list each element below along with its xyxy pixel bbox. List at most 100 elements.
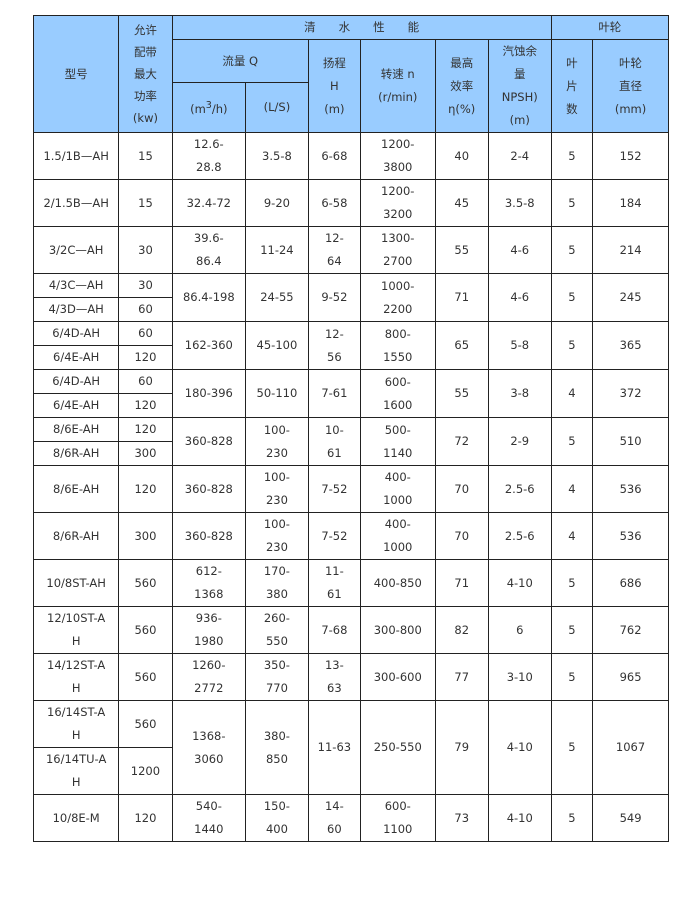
diameter-cell: 372 xyxy=(592,369,669,418)
flow-ls-cell: 150- 400 xyxy=(245,794,309,842)
value-part: 1000 xyxy=(383,493,413,507)
header-flow-ls: (L/S) xyxy=(245,82,309,133)
efficiency-cell: 70 xyxy=(434,465,489,513)
flow-m3h-cell: 360-828 xyxy=(171,417,247,466)
header-blades: 叶片数 xyxy=(550,39,594,133)
npsh-cell: 5-8 xyxy=(487,321,552,370)
value-part: 13- xyxy=(324,658,344,672)
model-cell: 3/2C—AH xyxy=(32,226,120,274)
speed-cell: 1200- 3200 xyxy=(359,179,436,227)
model-cell: 6/4D-AH xyxy=(32,321,120,346)
header-clean-water: 清 水 性 能 xyxy=(171,15,552,40)
flow-ls-cell: 45-100 xyxy=(245,321,309,370)
speed-cell: 400- 1000 xyxy=(359,512,436,560)
model-cell: 1.5/1B—AH xyxy=(32,132,120,180)
table-row: 6/4E-AH 120 xyxy=(32,393,669,418)
head-cell: 14- 60 xyxy=(307,794,361,842)
power-cell: 560 xyxy=(118,559,173,607)
table-row: 6/4D-AH 60 180-396 50-110 7-61 600- 1600 55 3-8 4… xyxy=(32,369,669,418)
blades-cell: 5 xyxy=(550,700,594,795)
value-part: 770 xyxy=(265,681,288,695)
value-part: 1140 xyxy=(383,445,413,460)
value-part: 14- xyxy=(324,799,344,813)
header-diameter: 叶轮 直径 (mm) xyxy=(592,39,669,133)
value-part: 1600 xyxy=(383,397,413,412)
table-row: 6/4E-AH 120 xyxy=(32,345,669,370)
power-cell: 60 xyxy=(118,321,173,346)
npsh-cell: 2-4 xyxy=(487,132,552,180)
value-part: 2700 xyxy=(383,254,413,268)
power-cell: 30 xyxy=(118,226,173,274)
value-part: 1550 xyxy=(383,349,413,364)
power-cell: 15 xyxy=(118,179,173,227)
npsh-cell: 4-6 xyxy=(487,273,552,322)
model-cell: 4/3D—AH xyxy=(32,297,120,322)
flow-ls-cell: 350- 770 xyxy=(245,653,309,701)
blades-cell: 5 xyxy=(550,273,594,322)
value-part: 1980 xyxy=(194,634,224,648)
efficiency-cell: 65 xyxy=(434,321,489,370)
model-cell: 8/6R-AH xyxy=(32,441,120,466)
value-part: 380- xyxy=(263,728,290,743)
speed-cell: 300-600 xyxy=(359,653,436,701)
value-part: 2200 xyxy=(383,301,413,316)
power-cell: 560 xyxy=(118,606,173,654)
table-row: 16/14TU-AH 1200 xyxy=(32,747,669,795)
value-part: 63 xyxy=(327,681,342,695)
value-part: 380 xyxy=(265,587,288,601)
diameter-cell: 536 xyxy=(592,465,669,513)
value-part: 260- xyxy=(263,611,290,625)
model-cell: 16/14TU-AH xyxy=(32,747,120,795)
efficiency-cell: 71 xyxy=(434,559,489,607)
value-part: 800- xyxy=(384,326,411,341)
value-part: 1000 xyxy=(383,540,413,554)
value-part: 170- xyxy=(263,564,290,578)
power-cell: 120 xyxy=(118,417,173,442)
head-cell: 13- 63 xyxy=(307,653,361,701)
diameter-cell: 245 xyxy=(592,273,669,322)
value-part: 64 xyxy=(327,254,342,268)
blades-cell: 5 xyxy=(550,606,594,654)
model-cell: 10/8E-M xyxy=(32,794,120,842)
value-part: 936- xyxy=(195,611,222,625)
power-cell: 120 xyxy=(118,393,173,418)
power-cell: 560 xyxy=(118,700,173,748)
value-part: 1100 xyxy=(383,822,413,836)
table-row: 3/2C—AH 30 39.6- 86.4 11-24 12- 64 1300- 2700 55 4… xyxy=(32,226,669,274)
value-part: 400- xyxy=(384,517,411,531)
efficiency-cell: 40 xyxy=(434,132,489,180)
value-part: 550 xyxy=(265,634,288,648)
value-part: 850 xyxy=(265,751,288,766)
speed-cell: 1200- 3800 xyxy=(359,132,436,180)
value-part: 12- xyxy=(324,326,344,341)
head-cell: 7-52 xyxy=(307,512,361,560)
table-row: 8/6E-AH 120 360-828 100- 230 10- 61 500- 1140 72 2… xyxy=(32,417,669,466)
value-part: 39.6- xyxy=(193,231,224,245)
npsh-cell: 4-6 xyxy=(487,226,552,274)
table-row: 10/8ST-AH 560 612- 1368 170- 380 11- 61 400-850 7… xyxy=(32,559,669,607)
value-part: 28.8 xyxy=(196,160,222,174)
value-part: 150- xyxy=(263,799,290,813)
flow-m3h-cell: 86.4-198 xyxy=(171,273,247,322)
blades-cell: 5 xyxy=(550,226,594,274)
flow-ls-cell: 11-24 xyxy=(245,226,309,274)
header-flow: 流量 Q xyxy=(171,39,309,83)
head-cell: 12- 56 xyxy=(307,321,361,370)
flow-m3h-cell: 540- 1440 xyxy=(171,794,247,842)
blades-cell: 5 xyxy=(550,794,594,842)
header-npsh: 汽蚀余量 NPSH) (m) xyxy=(487,39,552,133)
diameter-cell: 965 xyxy=(592,653,669,701)
speed-cell: 400-850 xyxy=(359,559,436,607)
value-part: 56 xyxy=(327,349,342,364)
speed-cell: 600- 1600 xyxy=(359,369,436,418)
npsh-cell: 2.5-6 xyxy=(487,465,552,513)
value-part: 230 xyxy=(265,540,288,554)
value-part: 600- xyxy=(384,374,411,389)
flow-ls-cell: 170- 380 xyxy=(245,559,309,607)
speed-cell: 300-800 xyxy=(359,606,436,654)
value-part: 1440 xyxy=(194,822,224,836)
npsh-cell: 3.5-8 xyxy=(487,179,552,227)
power-cell: 120 xyxy=(118,345,173,370)
head-cell: 7-52 xyxy=(307,465,361,513)
head-cell: 9-52 xyxy=(307,273,361,322)
